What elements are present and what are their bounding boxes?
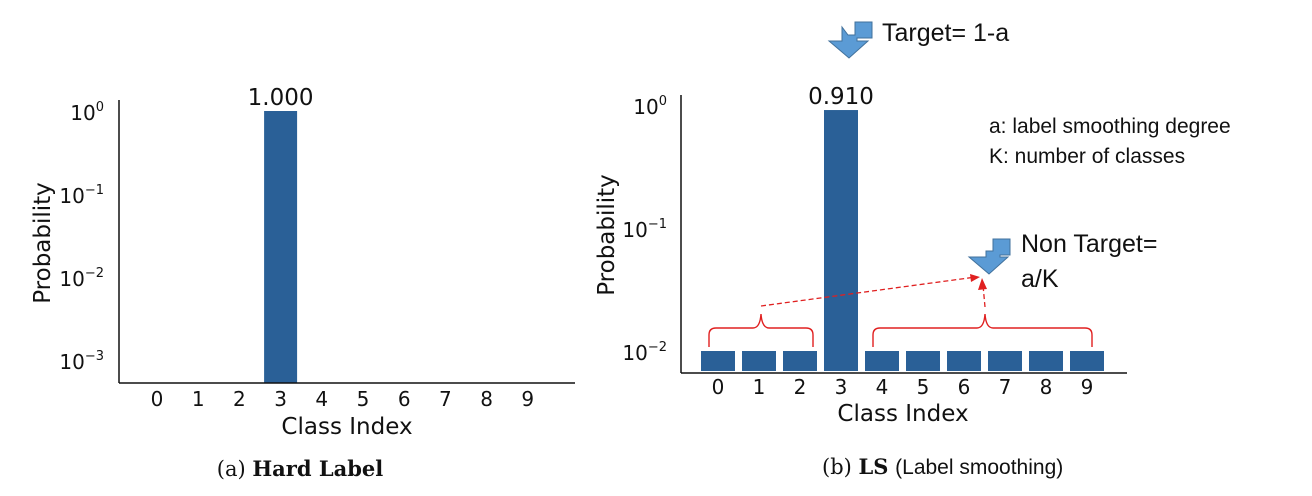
non-target-arrow-icon <box>967 238 1011 275</box>
label-smoothing-chart: 0.910 100 10−1 10−2 0 1 2 3 4 5 6 7 8 9 Probabili… <box>594 19 1231 479</box>
label-smoothing-caption: (b) LS (Label smoothing) <box>822 454 1063 479</box>
right-brace-icon <box>872 313 1093 347</box>
xtick-label-8: 8 <box>1040 375 1053 399</box>
non-target-annotation-line2: a/K <box>1021 265 1059 293</box>
xtick-label-3: 3 <box>835 375 848 399</box>
xtick-label-1: 1 <box>753 375 766 399</box>
label-smoothing-x-axis-title: Class Index <box>837 401 968 427</box>
hard-label-ytick-label: 10−3 <box>59 349 104 374</box>
bar-8 <box>1029 351 1063 371</box>
xtick-label-4: 4 <box>876 375 889 399</box>
number-of-classes-note: K: number of classes <box>989 145 1185 168</box>
bar-6 <box>947 351 981 371</box>
xtick-label-9: 9 <box>1081 375 1094 399</box>
hard-label-ytick-label: 10−2 <box>59 266 104 291</box>
right-pointer-arrowhead-icon <box>978 278 987 290</box>
left-brace-icon <box>708 313 814 347</box>
label-smoothing-y-ticks: 100 10−1 10−2 <box>622 94 667 365</box>
label-smoothing-bars <box>701 110 1104 372</box>
xtick-label-9: 9 <box>521 387 534 411</box>
hard-label-ytick-label: 10−1 <box>59 183 104 208</box>
hard-label-bar-value-label: 1.000 <box>248 85 314 111</box>
bar-9 <box>1070 351 1104 371</box>
bar-4 <box>865 351 899 371</box>
label-smoothing-ytick-label: 10−1 <box>622 217 667 242</box>
xtick-label-0: 0 <box>712 375 725 399</box>
left-dashed-pointer <box>760 276 977 307</box>
bar-7 <box>988 351 1022 371</box>
left-pointer-arrowhead-icon <box>970 274 980 282</box>
hard-label-chart: 1.000 100 10−1 10−2 10−3 0 1 2 3 4 5 6 7 8 9 Prob… <box>30 85 575 481</box>
xtick-label-8: 8 <box>480 387 493 411</box>
hard-label-ytick-label: 100 <box>70 100 104 125</box>
non-target-annotation-line1: Non Target= <box>1021 230 1157 258</box>
hard-label-y-ticks: 100 10−1 10−2 10−3 <box>59 100 104 374</box>
label-smoothing-ytick-label: 100 <box>633 94 667 119</box>
bar-3 <box>824 110 858 372</box>
xtick-label-2: 2 <box>794 375 807 399</box>
smoothing-degree-note: a: label smoothing degree <box>989 115 1231 138</box>
xtick-label-7: 7 <box>999 375 1012 399</box>
xtick-label-3: 3 <box>274 387 287 411</box>
bar-0 <box>701 351 735 371</box>
hard-label-bars <box>264 111 298 383</box>
hard-label-caption: (a) Hard Label <box>217 456 384 481</box>
hard-label-y-axis-title: Probability <box>30 182 56 304</box>
hard-label-x-ticks: 0 1 2 3 4 5 6 7 8 9 <box>151 387 535 411</box>
xtick-label-6: 6 <box>958 375 971 399</box>
xtick-label-7: 7 <box>439 387 452 411</box>
xtick-label-2: 2 <box>233 387 246 411</box>
hard-label-x-axis-title: Class Index <box>281 414 412 440</box>
bar-3 <box>264 111 298 383</box>
target-arrow-icon <box>827 21 873 59</box>
bar-2 <box>783 351 817 371</box>
label-smoothing-ytick-label: 10−2 <box>622 340 667 365</box>
xtick-label-5: 5 <box>917 375 930 399</box>
bar-5 <box>906 351 940 371</box>
label-smoothing-x-ticks: 0 1 2 3 4 5 6 7 8 9 <box>712 375 1094 399</box>
label-smoothing-bar-value-label: 0.910 <box>808 84 874 110</box>
xtick-label-4: 4 <box>315 387 328 411</box>
target-annotation: Target= 1-a <box>882 19 1009 47</box>
bar-1 <box>742 351 776 371</box>
xtick-label-0: 0 <box>151 387 164 411</box>
xtick-label-6: 6 <box>398 387 411 411</box>
xtick-label-5: 5 <box>357 387 370 411</box>
xtick-label-1: 1 <box>192 387 205 411</box>
label-smoothing-y-axis-title: Probability <box>594 174 620 296</box>
